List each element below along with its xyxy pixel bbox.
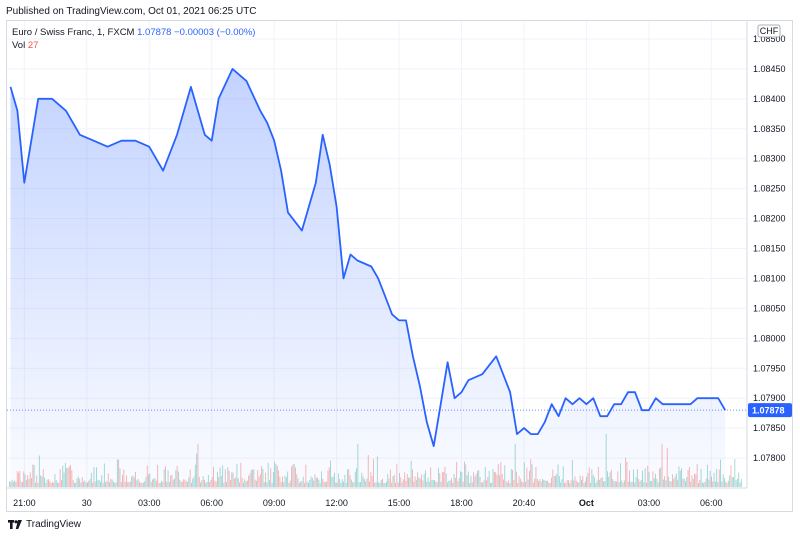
- x-tick-label: Oct: [579, 498, 594, 508]
- x-tick-label: 20:40: [513, 498, 536, 508]
- x-tick-label: 03:00: [638, 498, 661, 508]
- y-tick-label: 1.08400: [753, 94, 786, 104]
- x-tick-label: 06:00: [700, 498, 723, 508]
- last-price-badge: [748, 403, 792, 418]
- legend-change: −0.00003 (−0.00%): [174, 27, 256, 38]
- volume-bar: [735, 480, 737, 487]
- legend-vol-label: Vol: [12, 40, 26, 51]
- x-tick-label: 15:00: [388, 498, 411, 508]
- y-tick-label: 1.08050: [753, 303, 786, 313]
- legend-vol-value: 27: [27, 40, 39, 51]
- y-tick-label: 1.07850: [753, 423, 786, 433]
- y-tick-label: 1.08100: [753, 273, 786, 283]
- chart-frame: [6, 20, 793, 512]
- price-line: [9, 68, 726, 447]
- price-area-fill: [10, 68, 726, 489]
- x-tick-label: 21:00: [13, 498, 36, 508]
- last-price-label: 1.07878: [752, 406, 785, 416]
- currency-box: [757, 24, 781, 38]
- legend-symbol: Euro / Swiss Franc, 1, FXCM: [12, 27, 135, 38]
- footer: TradingView: [8, 519, 81, 530]
- tradingview-logo-icon: [8, 520, 22, 529]
- y-tick-label: 1.08300: [753, 154, 786, 164]
- y-tick-label: 1.08000: [753, 333, 786, 343]
- volume-bar: [738, 472, 740, 487]
- y-tick-label: 1.07800: [753, 453, 786, 463]
- volume-bar: [739, 482, 741, 487]
- x-tick-label: 30: [82, 498, 92, 508]
- volume-bar: [9, 481, 10, 487]
- volume-bar: [725, 481, 727, 487]
- published-caption: Published on TradingView.com, Oct 01, 20…: [6, 6, 257, 17]
- volume-bar: [727, 480, 729, 487]
- volume-bar: [733, 476, 734, 487]
- volume-bar: [734, 459, 736, 487]
- x-tick-label: 06:00: [200, 498, 223, 508]
- chart-legend: Euro / Swiss Franc, 1, FXCM 1.07878 −0.0…: [12, 26, 255, 52]
- legend-row-vol: Vol 27: [12, 39, 255, 52]
- y-tick-label: 1.08350: [753, 124, 786, 134]
- x-tick-label: 12:00: [325, 498, 348, 508]
- y-tick-label: 1.08450: [753, 64, 786, 74]
- volume-bar: [731, 477, 733, 487]
- y-tick-label: 1.08500: [753, 34, 786, 44]
- volume-bar: [729, 475, 731, 487]
- legend-last: 1.07878: [137, 27, 172, 38]
- y-tick-label: 1.07950: [753, 363, 786, 373]
- volume-bar: [737, 478, 738, 487]
- footer-brand: TradingView: [26, 519, 82, 530]
- y-tick-label: 1.08150: [753, 244, 786, 254]
- volume-bar: [730, 465, 732, 487]
- x-tick-label: 03:00: [138, 498, 161, 508]
- x-tick-label: 18:00: [450, 498, 473, 508]
- volume-bar: [740, 479, 742, 487]
- y-tick-label: 1.07900: [753, 393, 786, 403]
- y-tick-label: 1.08200: [753, 214, 786, 224]
- y-tick-label: 1.08250: [753, 184, 786, 194]
- volume-bar: [726, 482, 728, 487]
- currency-label: CHF: [760, 26, 779, 36]
- x-tick-label: 09:00: [263, 498, 286, 508]
- legend-row-symbol: Euro / Swiss Franc, 1, FXCM 1.07878 −0.0…: [12, 26, 255, 39]
